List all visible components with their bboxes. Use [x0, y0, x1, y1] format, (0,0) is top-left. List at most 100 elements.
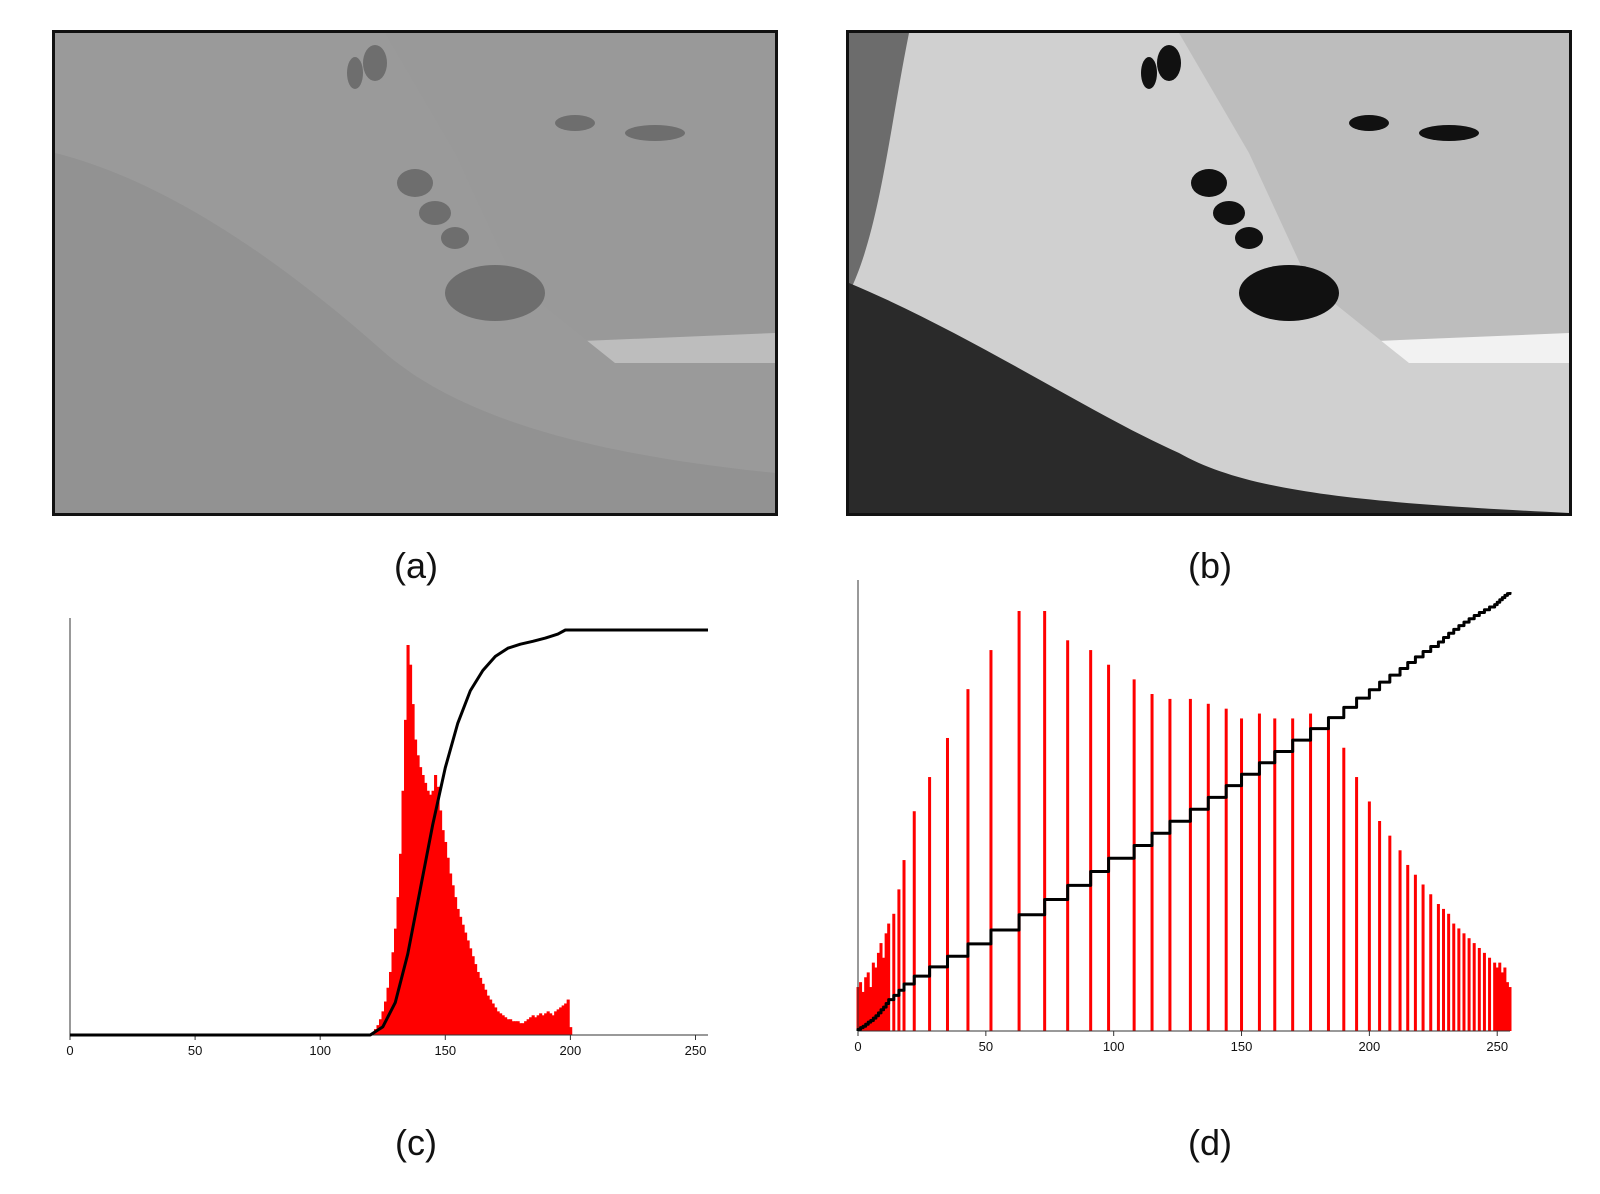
histogram-bar: [534, 1017, 538, 1035]
histogram-bar: [1442, 908, 1446, 1031]
histogram-bar: [489, 999, 493, 1035]
histogram-bar: [559, 1007, 563, 1035]
histogram-bar: [879, 943, 883, 1031]
photo-a-treeline: [347, 45, 685, 321]
histogram-bar: [509, 1019, 513, 1035]
histogram-bar: [1477, 947, 1481, 1031]
photo-b-treeline: [1141, 45, 1479, 321]
histogram-bar: [394, 928, 398, 1035]
histogram-bar: [444, 841, 448, 1035]
histogram-bar: [426, 790, 430, 1035]
histogram-bar: [556, 1009, 560, 1035]
histogram-bar: [451, 885, 455, 1035]
histogram-bar: [989, 650, 993, 1031]
histogram-bar: [476, 971, 480, 1035]
photo-b-tree: [1235, 227, 1263, 249]
histogram-bar: [1367, 801, 1371, 1031]
histogram-bar: [1505, 982, 1509, 1031]
cdf-line: [70, 628, 708, 1037]
photo-b-tree: [1213, 201, 1245, 225]
histogram-bar: [1089, 650, 1093, 1031]
histogram-bar: [1508, 987, 1512, 1031]
histogram-bar: [459, 916, 463, 1035]
histogram-bar: [1168, 698, 1172, 1031]
histogram-bar: [569, 1027, 573, 1035]
x-tick-label: 250: [685, 1043, 707, 1058]
histogram-bar: [549, 1013, 553, 1035]
histogram-bar: [887, 923, 891, 1031]
histogram-bar: [519, 1023, 523, 1035]
histogram-bar: [1495, 967, 1499, 1031]
histogram-bar: [866, 972, 870, 1031]
x-tick-label: 0: [854, 1039, 861, 1054]
histogram-bar: [861, 991, 865, 1031]
histogram-bar: [409, 664, 413, 1035]
histogram-bar: [486, 995, 490, 1035]
histogram-bar: [404, 719, 408, 1035]
x-tick-label: 0: [66, 1043, 73, 1058]
histogram-bar: [554, 1011, 558, 1035]
histogram-bar: [1291, 718, 1295, 1031]
photo-b-ridge: [849, 283, 1569, 513]
photo-a-image: [55, 33, 775, 513]
histogram-bar: [391, 952, 395, 1035]
photo-high-contrast: [846, 30, 1572, 516]
histogram-bar: [406, 645, 410, 1035]
histogram-bar: [1421, 884, 1425, 1031]
photo-b-tree: [1157, 45, 1181, 81]
histogram-bar: [531, 1015, 535, 1035]
histogram-bar: [1017, 611, 1021, 1031]
caption-d: (d): [1188, 1122, 1232, 1163]
histogram-bar: [871, 962, 875, 1031]
histogram-bar: [884, 933, 888, 1031]
photo-a-tree: [419, 201, 451, 225]
histogram-bar: [1206, 703, 1210, 1031]
histogram-bar: [436, 786, 440, 1035]
histogram-bar: [1472, 943, 1476, 1031]
histogram-bar: [928, 777, 932, 1031]
histogram-bar: [494, 1007, 498, 1035]
histogram-bar: [456, 908, 460, 1035]
histogram-bar: [481, 983, 485, 1035]
histogram-bar: [1447, 913, 1451, 1031]
histogram-bar: [1224, 708, 1228, 1031]
histogram-bar: [859, 982, 863, 1031]
histogram-bar: [434, 775, 438, 1035]
photo-a-tree: [441, 227, 469, 249]
histogram-bar: [446, 857, 450, 1035]
photo-a-tree: [445, 265, 545, 321]
histogram-bar: [524, 1021, 528, 1035]
histogram-bar: [1452, 923, 1456, 1031]
histogram-bar: [499, 1013, 503, 1035]
histogram-bar: [1398, 850, 1402, 1031]
histogram-bar: [912, 811, 916, 1031]
photo-b-tree: [1419, 125, 1479, 141]
histogram-bar: [1482, 952, 1486, 1031]
histogram-bar: [1257, 713, 1261, 1031]
histogram-bar: [876, 952, 880, 1031]
histogram-bar: [541, 1015, 545, 1035]
photo-b-tree: [1141, 57, 1157, 89]
histogram-bar: [439, 810, 443, 1035]
histogram-bar: [514, 1021, 518, 1035]
caption-b: (b): [1188, 545, 1232, 586]
histogram-bar: [506, 1019, 510, 1035]
histogram-bar: [431, 790, 435, 1035]
histogram-bar: [902, 860, 906, 1031]
histogram-bar: [526, 1019, 530, 1035]
histogram-bar: [471, 956, 475, 1035]
histogram-bar: [536, 1015, 540, 1035]
histogram-bar: [491, 1003, 495, 1035]
photo-b-image: [849, 33, 1569, 513]
histogram-bar: [501, 1015, 505, 1035]
photo-a-tree: [397, 169, 433, 197]
histogram-bar: [551, 1015, 555, 1035]
histogram-bar: [1043, 611, 1047, 1031]
histogram-bar: [496, 1011, 500, 1035]
photo-a-ridge: [55, 153, 775, 513]
histogram-bar: [466, 940, 470, 1035]
x-tick-label: 50: [188, 1043, 202, 1058]
histogram-bar: [1388, 835, 1392, 1031]
histogram-bar: [874, 967, 878, 1031]
histogram-bar: [897, 889, 901, 1031]
